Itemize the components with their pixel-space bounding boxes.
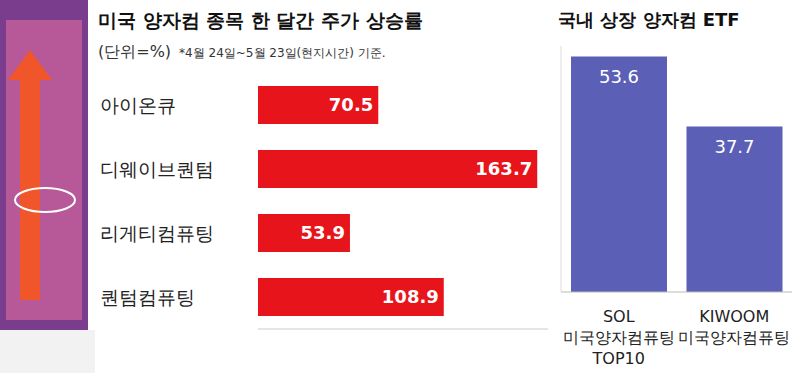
svg-text:리게티컴퓨팅: 리게티컴퓨팅 xyxy=(100,222,214,244)
svg-text:퀀텀컴퓨팅: 퀀텀컴퓨팅 xyxy=(100,286,195,308)
svg-text:KIWOOM미국양자컴퓨팅: KIWOOM미국양자컴퓨팅 xyxy=(678,307,790,347)
svg-text:53.6: 53.6 xyxy=(599,66,639,87)
svg-text:108.9: 108.9 xyxy=(382,286,439,307)
svg-text:37.7: 37.7 xyxy=(714,136,754,157)
svg-text:163.7: 163.7 xyxy=(475,158,532,179)
svg-text:아이온큐: 아이온큐 xyxy=(100,94,176,116)
svg-text:디웨이브퀀텀: 디웨이브퀀텀 xyxy=(100,158,214,180)
html-text:미국 양자컴 종목 한 달간 주가 상승률: 미국 양자컴 종목 한 달간 주가 상승률 xyxy=(98,9,423,31)
html-text:(단위=%): (단위=%) xyxy=(98,42,172,61)
svg-text:SOL미국양자컴퓨팅TOP10: SOL미국양자컴퓨팅TOP10 xyxy=(563,307,675,368)
svg-text:53.9: 53.9 xyxy=(301,222,345,243)
svg-text:70.5: 70.5 xyxy=(329,94,373,115)
html-text:국내 상장 양자컴 ETF: 국내 상장 양자컴 ETF xyxy=(558,9,740,30)
html-text:*4월 24일~5월 23일(현지시간) 기준.: *4월 24일~5월 23일(현지시간) 기준. xyxy=(179,46,386,60)
